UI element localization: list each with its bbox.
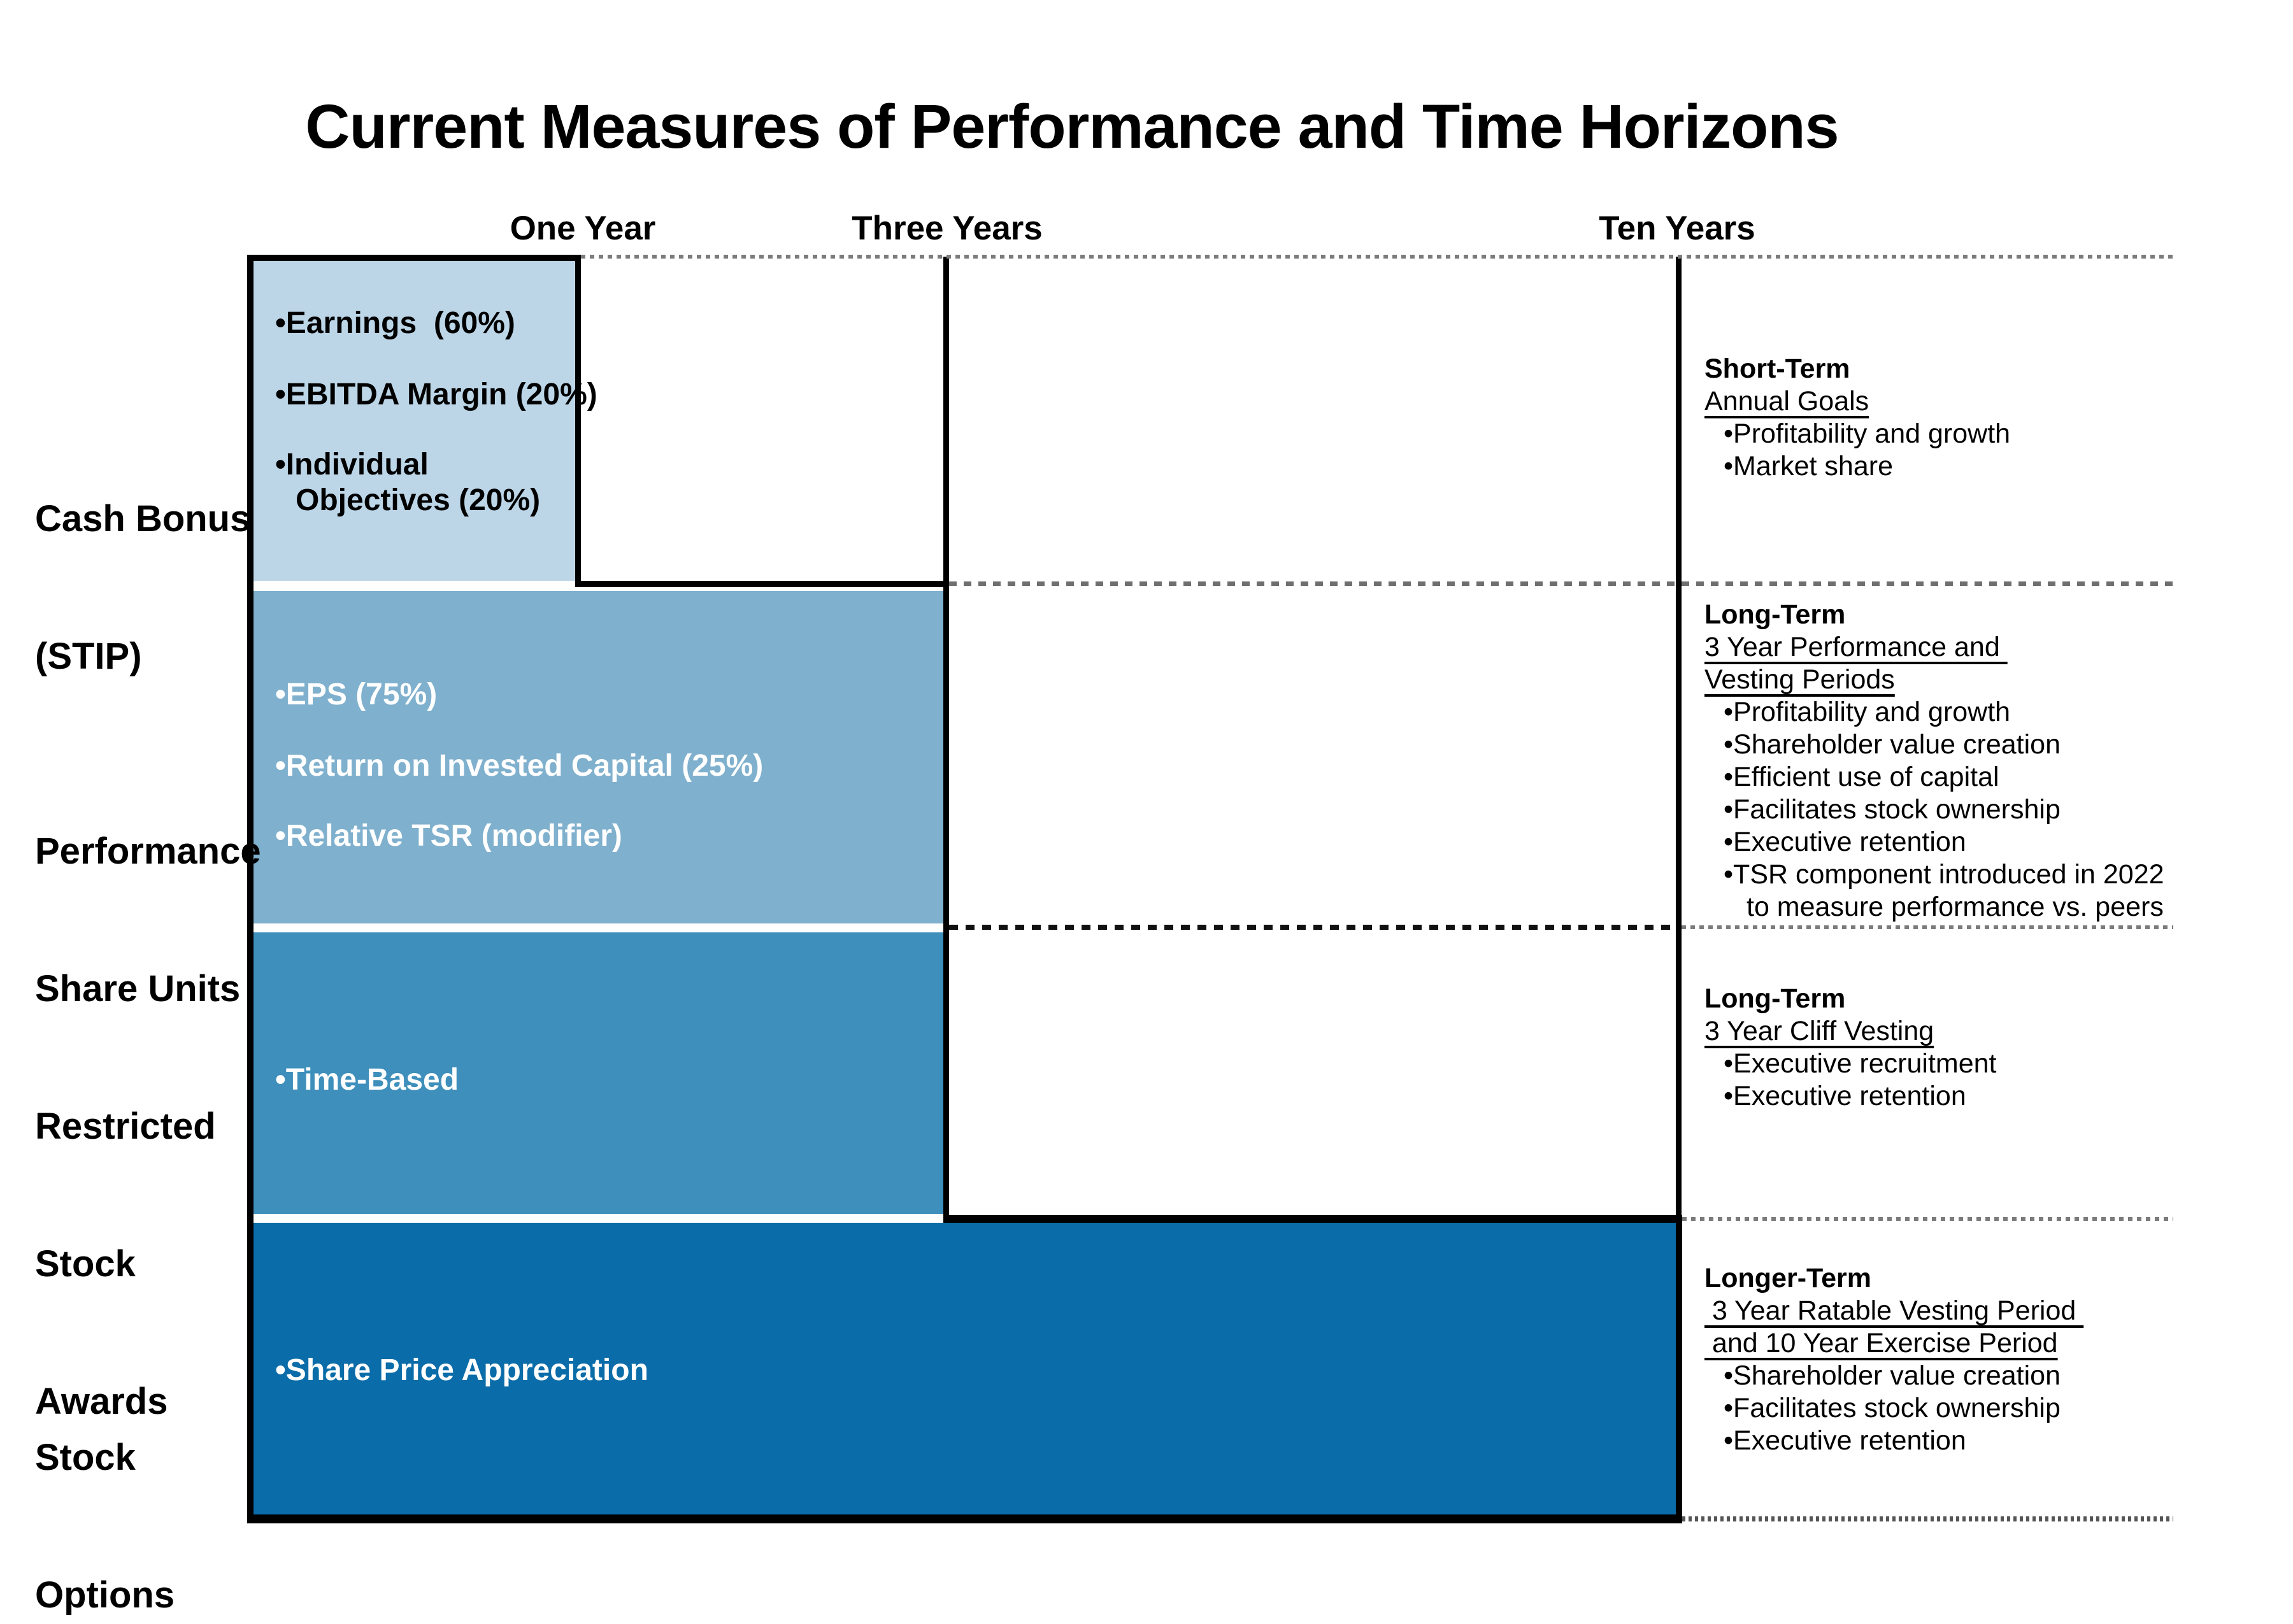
row2-row3-dotted-line-right	[1682, 925, 2173, 929]
cash-box-bullet-objectives: Objectives (20%)	[296, 483, 541, 517]
stock-box-right-border	[1676, 1223, 1682, 1523]
stock-box-top-border	[943, 1215, 1682, 1223]
psu-box-bullet-eps: •EPS (75%)	[275, 678, 438, 711]
row-label-line: Share Units	[35, 968, 241, 1009]
annotation-bullet: •Profitability and growth	[1724, 418, 2011, 449]
stock-box-bottom-border	[247, 1514, 1682, 1523]
annotation-bullet: •Shareholder value creation	[1724, 1360, 2061, 1391]
annotation-bullet: •Shareholder value creation	[1724, 729, 2061, 760]
row-label-line: Cash Bonus	[35, 498, 251, 539]
annotation-underlined: and 10 Year Exercise Period	[1704, 1328, 2058, 1358]
annotation-bullet-continuation: to measure performance vs. peers	[1747, 892, 2164, 922]
psu-box-bullet-rel-tsr: •Relative TSR (modifier)	[275, 819, 622, 853]
annotation-long-term-rsa: Long-Term 3 Year Cliff Vesting •Executiv…	[1704, 983, 1997, 1113]
annotation-bullet: •Executive retention	[1724, 1081, 1966, 1111]
annotation-bullet: •TSR component introduced in 2022	[1724, 859, 2164, 890]
cash-box-bullet-earnings: •Earnings (60%)	[275, 306, 515, 340]
annotation-bullet: •Profitability and growth	[1724, 697, 2011, 727]
timeline-label-one-year: One Year	[510, 210, 656, 247]
row-label-performance-share-units: Performance Share Units	[35, 737, 261, 1104]
annotation-bullet: •Executive retention	[1724, 827, 1966, 857]
annotation-underlined: Vesting Periods	[1704, 664, 1895, 695]
row-label-line: Performance	[35, 830, 261, 872]
cash-box-top-border	[247, 255, 581, 261]
row-label-line: Stock	[35, 1437, 136, 1478]
annotation-underlined: 3 Year Cliff Vesting	[1704, 1016, 1934, 1046]
page-title: Current Measures of Performance and Time…	[305, 92, 1839, 161]
annotation-heading: Short-Term	[1704, 353, 1850, 384]
annotation-heading: Long-Term	[1704, 983, 1846, 1014]
annotation-bullet: •Executive retention	[1724, 1425, 1966, 1456]
top-dotted-line	[581, 255, 2173, 259]
annotation-short-term: Short-Term Annual Goals •Profitability a…	[1704, 353, 2010, 483]
three-year-line	[943, 257, 949, 1223]
annotation-long-term-psu: Long-Term 3 Year Performance and Vesting…	[1704, 599, 2164, 923]
chart-left-border	[247, 255, 254, 1523]
stock-options-box	[254, 1223, 1676, 1514]
annotation-heading: Long-Term	[1704, 599, 1846, 630]
psu-box	[254, 591, 943, 923]
options-box-bullet-share-price: •Share Price Appreciation	[275, 1353, 648, 1387]
annotation-bullet: •Executive recruitment	[1724, 1048, 1997, 1079]
timeline-label-three-years: Three Years	[852, 210, 1043, 247]
annotation-heading: Longer-Term	[1704, 1263, 1871, 1293]
row1-row2-dotted-line	[949, 581, 2173, 586]
row-label-line: Awards	[35, 1381, 168, 1422]
psu-box-bullet-roic: •Return on Invested Capital (25%)	[275, 749, 764, 783]
cash-box-bullet-ebitda: •EBITDA Margin (20%)	[275, 378, 597, 411]
annotation-underlined: 3 Year Ratable Vesting Period	[1704, 1295, 2084, 1326]
one-year-line	[575, 257, 581, 587]
row-label-restricted-stock-awards: Restricted Stock Awards	[35, 1012, 216, 1516]
row-label-stock-options: Stock Options	[35, 1343, 175, 1624]
row-label-line: (STIP)	[35, 636, 142, 677]
rsa-box-bullet-time-based: •Time-Based	[275, 1063, 459, 1097]
row1-row2-solid-boundary	[575, 581, 949, 587]
timeline-label-ten-years: Ten Years	[1599, 210, 1755, 247]
annotation-underlined: 3 Year Performance and	[1704, 632, 2008, 662]
row-label-line: Restricted	[35, 1106, 216, 1147]
row-label-line: Options	[35, 1574, 175, 1616]
row2-row3-dashed-line	[949, 925, 1676, 930]
annotation-longer-term-options: Longer-Term 3 Year Ratable Vesting Perio…	[1704, 1262, 2083, 1457]
annotation-bullet: •Market share	[1724, 451, 1893, 481]
cash-box-bullet-individual: •Individual	[275, 448, 429, 481]
cash-bonus-box	[254, 260, 576, 581]
bottom-dotted-line	[1682, 1516, 2173, 1521]
annotation-bullet: •Efficient use of capital	[1724, 762, 1999, 792]
annotation-bullet: •Facilitates stock ownership	[1724, 1393, 2061, 1423]
row-label-line: Stock	[35, 1243, 136, 1285]
annotation-bullet: •Facilitates stock ownership	[1724, 794, 2061, 825]
rsa-box	[254, 932, 943, 1214]
row-label-cash-bonus: Cash Bonus (STIP)	[35, 404, 250, 771]
ten-year-line	[1676, 257, 1682, 1223]
annotation-underlined: Annual Goals	[1704, 386, 1869, 417]
row3-row4-dotted-line	[1682, 1217, 2173, 1221]
